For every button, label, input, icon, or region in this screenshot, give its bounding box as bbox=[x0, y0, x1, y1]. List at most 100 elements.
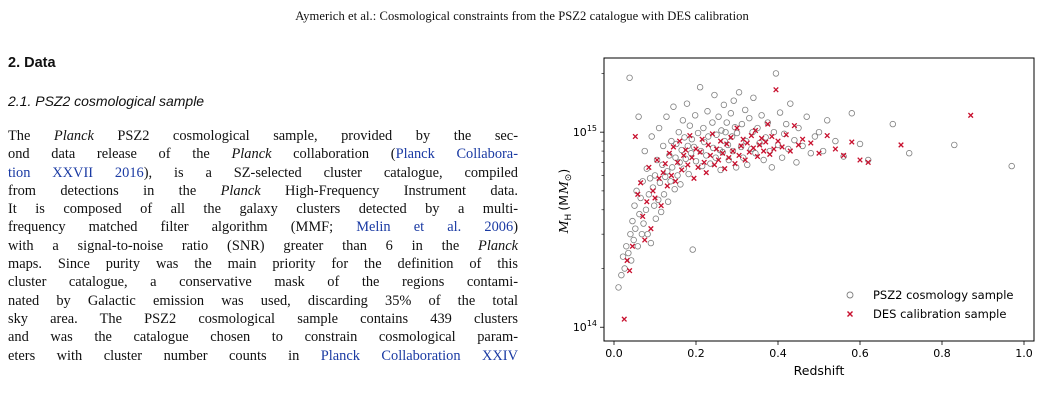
psz2-point bbox=[671, 186, 678, 193]
des-point bbox=[707, 152, 714, 159]
psz2-point bbox=[628, 257, 635, 264]
des-point bbox=[787, 148, 794, 154]
psz2-point bbox=[730, 97, 737, 104]
psz2-point bbox=[648, 133, 655, 140]
psz2-point bbox=[744, 161, 751, 169]
psz2-point bbox=[889, 120, 896, 128]
psz2-point bbox=[782, 120, 790, 128]
legend-psz2-label: PSZ2 cosmology sample bbox=[873, 288, 1013, 302]
psz2-point bbox=[690, 143, 698, 151]
des-point bbox=[711, 162, 718, 168]
psz2-point bbox=[636, 210, 643, 218]
des-point bbox=[676, 138, 683, 144]
running-header: Aymerich et al.: Cosmological constraint… bbox=[295, 9, 749, 23]
psz2-point bbox=[721, 137, 728, 145]
psz2-point bbox=[762, 134, 769, 141]
des-point bbox=[670, 144, 677, 150]
psz2-point bbox=[663, 113, 670, 120]
psz2-point bbox=[686, 122, 694, 129]
text-line: from detections in the Planck High-Frequ… bbox=[8, 182, 518, 199]
psz2-point bbox=[638, 230, 646, 238]
x-tick-label: 0.4 bbox=[769, 347, 787, 360]
x-tick-label: 0.8 bbox=[933, 347, 951, 360]
psz2-point bbox=[737, 143, 745, 151]
citation-link[interactable]: tion XXVII 2016 bbox=[8, 164, 144, 181]
citation-link[interactable]: Planck Collaboration XXIV bbox=[320, 347, 518, 364]
des-point bbox=[719, 150, 726, 156]
citation-link[interactable]: Melin et al. 2006 bbox=[356, 219, 514, 236]
psz2-point bbox=[632, 225, 639, 232]
psz2-point bbox=[655, 124, 663, 132]
x-axis-label: Redshift bbox=[794, 363, 845, 378]
des-point bbox=[779, 144, 785, 150]
des-point bbox=[639, 213, 646, 220]
des-point bbox=[699, 136, 705, 142]
psz2-point bbox=[760, 156, 767, 164]
des-point bbox=[703, 169, 710, 176]
psz2-point bbox=[642, 206, 650, 213]
psz2-point bbox=[675, 128, 682, 136]
psz2-point bbox=[677, 181, 684, 188]
psz2-point bbox=[635, 113, 642, 120]
psz2-point bbox=[723, 119, 730, 126]
des-point bbox=[760, 148, 767, 154]
des-point bbox=[713, 146, 720, 152]
psz2-point bbox=[687, 150, 695, 157]
psz2-point bbox=[659, 142, 667, 150]
des-point bbox=[693, 146, 699, 152]
psz2-point bbox=[735, 89, 743, 96]
des-point bbox=[682, 147, 689, 153]
psz2-point bbox=[631, 202, 638, 209]
des-point bbox=[775, 138, 781, 144]
psz2-point bbox=[700, 124, 707, 132]
psz2-point bbox=[722, 128, 729, 136]
text-line: and was the catalogue chosen to constrai… bbox=[8, 329, 518, 346]
psz2-point bbox=[678, 146, 685, 154]
psz2-point bbox=[906, 150, 913, 157]
des-point bbox=[644, 198, 650, 205]
text-line: sky area. The PSZ2 cosmological sample c… bbox=[8, 310, 518, 327]
psz2-point bbox=[650, 202, 658, 209]
y-axis-ticks: 1014 1015 bbox=[573, 73, 604, 334]
des-point bbox=[648, 225, 654, 232]
citation-link[interactable]: Planck Collabora- bbox=[395, 146, 518, 163]
psz2-point bbox=[689, 246, 696, 253]
des-point bbox=[728, 134, 734, 141]
des-point bbox=[680, 152, 687, 159]
text-line: maps. Since purity was the main priority… bbox=[8, 256, 518, 273]
des-point bbox=[840, 152, 847, 159]
des-point bbox=[662, 160, 669, 167]
des-point bbox=[857, 157, 863, 163]
psz2-point bbox=[712, 154, 719, 161]
des-point bbox=[748, 132, 755, 139]
des-point bbox=[678, 167, 685, 173]
psz2-point bbox=[719, 148, 726, 156]
des-point bbox=[632, 133, 639, 140]
psz2-point bbox=[660, 191, 668, 198]
psz2-point bbox=[785, 145, 792, 153]
mass-redshift-scatter-plot: 0.0 0.2 0.4 0.6 0.8 1.0 1014 1015 Redshift MH(… bbox=[556, 57, 1035, 378]
des-point bbox=[637, 180, 644, 186]
psz2-point bbox=[625, 249, 632, 257]
des-point bbox=[898, 142, 904, 148]
x-tick-label: 0.2 bbox=[687, 347, 705, 360]
psz2-point bbox=[787, 100, 794, 107]
psz2-point bbox=[791, 136, 798, 144]
psz2-point bbox=[634, 243, 641, 250]
psz2-point bbox=[627, 230, 634, 238]
des-point bbox=[824, 132, 830, 139]
des-point bbox=[762, 139, 769, 145]
psz2-point bbox=[629, 217, 636, 225]
psz2-point bbox=[764, 119, 771, 126]
psz2-point bbox=[739, 154, 747, 161]
psz2-point bbox=[644, 230, 651, 238]
psz2-point bbox=[1008, 162, 1015, 170]
legend-des-marker bbox=[847, 311, 853, 317]
psz2-point bbox=[657, 208, 665, 216]
psz2-point bbox=[659, 161, 666, 169]
psz2-point bbox=[778, 154, 786, 161]
subsection-title: 2.1. PSZ2 cosmological sample bbox=[8, 93, 205, 109]
text-line: ond data release of the Planck collabora… bbox=[8, 146, 518, 163]
psz2-point bbox=[718, 127, 725, 134]
psz2-point bbox=[673, 140, 680, 148]
